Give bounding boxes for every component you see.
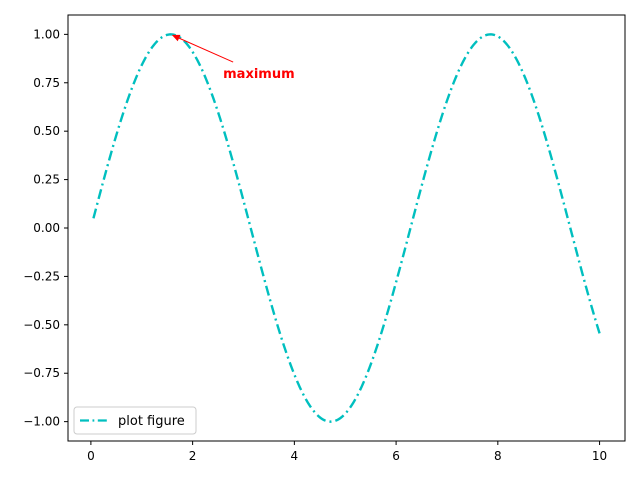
x-tick-label: 2 — [189, 449, 197, 463]
x-tick-label: 10 — [592, 449, 607, 463]
x-axis: 0 2 4 6 8 10 — [87, 441, 607, 463]
x-tick-label: 8 — [494, 449, 502, 463]
x-tick-label: 4 — [291, 449, 299, 463]
y-tick-label: −0.75 — [23, 366, 60, 380]
y-axis: −1.00 −0.75 −0.50 −0.25 0.00 0.25 0.50 0.75 1.00 — [23, 27, 68, 429]
x-tick-label: 0 — [87, 449, 95, 463]
plot-area — [68, 15, 625, 441]
series-layer — [92, 33, 601, 423]
annotation-maximum: maximum — [223, 67, 295, 82]
annotation-arrowhead — [171, 34, 181, 42]
y-tick-label: −1.00 — [23, 415, 60, 429]
y-tick-label: 0.75 — [33, 76, 60, 90]
y-tick-label: 0.50 — [33, 124, 60, 138]
legend-box — [73, 406, 197, 435]
annotation-arrow — [172, 34, 234, 63]
x-tick-label: 6 — [392, 449, 400, 463]
y-tick-label: 0.00 — [33, 221, 60, 235]
series-line-plot-figure — [92, 33, 601, 423]
y-tick-label: 1.00 — [33, 27, 60, 41]
y-tick-label: 0.25 — [33, 173, 60, 187]
legend: plot figure — [73, 406, 197, 435]
y-tick-label: −0.25 — [23, 269, 60, 283]
annotation-layer: maximum — [171, 34, 295, 82]
legend-label: plot figure — [118, 414, 185, 429]
y-tick-label: −0.50 — [23, 318, 60, 332]
